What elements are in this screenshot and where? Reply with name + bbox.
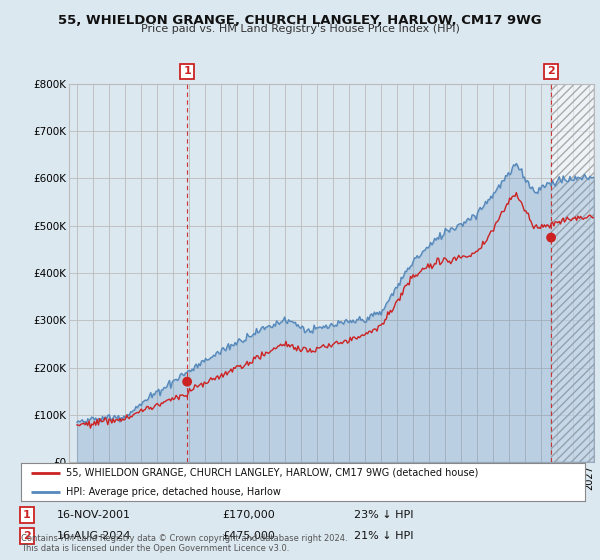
Text: £170,000: £170,000: [222, 510, 275, 520]
Text: Price paid vs. HM Land Registry's House Price Index (HPI): Price paid vs. HM Land Registry's House …: [140, 24, 460, 34]
Text: 23% ↓ HPI: 23% ↓ HPI: [354, 510, 413, 520]
Text: 21% ↓ HPI: 21% ↓ HPI: [354, 531, 413, 541]
Point: [182, 377, 192, 386]
Text: 55, WHIELDON GRANGE, CHURCH LANGLEY, HARLOW, CM17 9WG (detached house): 55, WHIELDON GRANGE, CHURCH LANGLEY, HAR…: [66, 468, 478, 478]
Text: 2: 2: [547, 67, 555, 76]
Text: 16-NOV-2001: 16-NOV-2001: [57, 510, 131, 520]
Text: 16-AUG-2024: 16-AUG-2024: [57, 531, 131, 541]
Text: HPI: Average price, detached house, Harlow: HPI: Average price, detached house, Harl…: [66, 487, 281, 497]
Text: 2: 2: [23, 531, 31, 541]
Text: 55, WHIELDON GRANGE, CHURCH LANGLEY, HARLOW, CM17 9WG: 55, WHIELDON GRANGE, CHURCH LANGLEY, HAR…: [58, 14, 542, 27]
Point: [547, 233, 556, 242]
Text: Contains HM Land Registry data © Crown copyright and database right 2024.
This d: Contains HM Land Registry data © Crown c…: [21, 534, 347, 553]
Text: 1: 1: [23, 510, 31, 520]
Bar: [551, 84, 594, 462]
Text: £475,000: £475,000: [222, 531, 275, 541]
Text: 1: 1: [183, 67, 191, 76]
